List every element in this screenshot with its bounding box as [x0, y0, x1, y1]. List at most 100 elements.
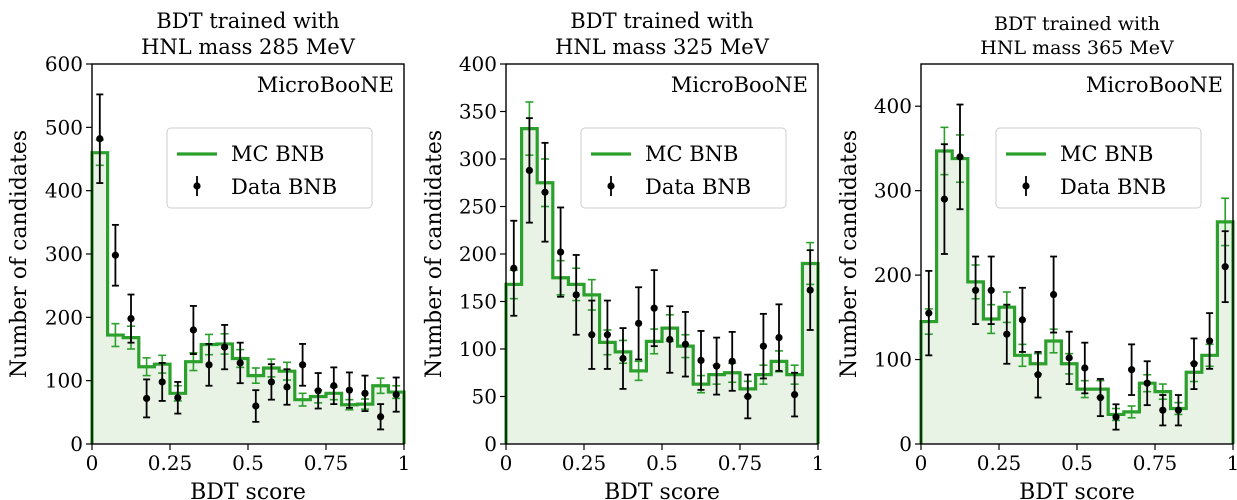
y-tick-label: 0: [899, 432, 912, 456]
data-marker: [96, 135, 104, 143]
chart-title-line: BDT trained with: [994, 13, 1160, 35]
data-point: [1159, 394, 1167, 427]
data-point: [510, 219, 518, 317]
y-tick-label: 200: [459, 242, 497, 266]
data-marker: [713, 362, 721, 370]
data-point: [392, 376, 400, 413]
x-tick-label: 0.25: [148, 451, 193, 475]
data-point: [557, 206, 565, 298]
data-marker: [221, 343, 229, 351]
data-point: [1128, 343, 1136, 396]
data-marker: [775, 334, 783, 342]
data-point: [713, 336, 721, 396]
y-tick-label: 500: [45, 115, 83, 139]
y-tick-label: 200: [874, 263, 912, 287]
data-point: [666, 305, 674, 374]
data-point: [775, 303, 783, 372]
legend: MC BNB Data BNB: [995, 127, 1202, 209]
data-marker: [1050, 290, 1058, 299]
data-point: [111, 223, 119, 287]
data-marker: [541, 188, 549, 196]
data-point: [650, 269, 658, 348]
y-tick-label: 150: [459, 290, 497, 314]
data-marker: [666, 335, 674, 344]
data-point: [330, 366, 338, 406]
data-point: [267, 363, 275, 401]
x-tick-label: 1: [812, 451, 825, 475]
data-marker: [1096, 393, 1104, 402]
data-marker: [361, 389, 369, 397]
data-point: [635, 286, 643, 361]
chart-title-line: BDT trained with: [156, 9, 339, 33]
data-marker: [158, 378, 166, 386]
data-point: [619, 327, 627, 390]
data-marker: [1018, 316, 1026, 324]
data-marker: [987, 286, 995, 294]
data-marker: [791, 391, 799, 399]
data-marker: [1128, 366, 1136, 374]
data-point: [236, 341, 244, 385]
data-point: [189, 305, 197, 355]
data-point: [588, 299, 596, 370]
legend-data-marker: [193, 182, 201, 190]
y-tick-label: 0: [484, 432, 497, 456]
y-axis-label: Number of candidates: [837, 130, 862, 378]
x-tick-label: 0.5: [232, 451, 264, 475]
data-point: [377, 403, 385, 431]
x-axis-label: BDT score: [1019, 480, 1135, 500]
legend: MC BNB Data BNB: [166, 127, 373, 209]
x-tick-label: 1: [1227, 451, 1237, 475]
data-marker: [377, 413, 385, 421]
y-tick-label: 300: [459, 147, 497, 171]
data-marker: [1143, 379, 1151, 387]
data-point: [956, 103, 964, 211]
data-point: [1190, 337, 1198, 391]
data-point: [1221, 230, 1229, 304]
x-tick-label: 0.5: [1061, 451, 1093, 475]
data-point: [283, 368, 291, 406]
data-point: [572, 254, 580, 336]
data-marker: [925, 309, 933, 317]
data-point: [759, 312, 768, 380]
data-point: [1065, 330, 1073, 385]
data-point: [127, 293, 135, 344]
y-tick-label: 350: [459, 100, 497, 124]
microboone-label: MicroBooNE: [1086, 73, 1223, 97]
data-marker: [650, 304, 658, 312]
y-tick-label: 100: [459, 337, 497, 361]
data-marker: [972, 286, 980, 294]
data-marker: [189, 326, 197, 334]
data-marker: [111, 251, 119, 259]
legend-data-label: Data BNB: [231, 175, 337, 199]
data-marker: [1190, 360, 1198, 368]
data-marker: [1003, 330, 1011, 338]
data-marker: [345, 386, 353, 394]
mc-histogram-fill: [506, 128, 818, 444]
data-marker: [681, 340, 690, 348]
legend-mc-label: MC BNB: [645, 142, 739, 166]
y-tick-label: 300: [45, 242, 83, 266]
data-marker: [1206, 337, 1214, 345]
x-tick-label: 1: [398, 451, 411, 475]
data-marker: [744, 392, 752, 401]
y-tick-label: 400: [459, 52, 497, 76]
data-point: [603, 299, 612, 370]
data-marker: [299, 361, 307, 369]
data-marker: [806, 286, 814, 294]
legend: MC BNB Data BNB: [580, 127, 787, 209]
data-marker: [557, 248, 565, 256]
chart-title-line: BDT trained with: [570, 9, 753, 33]
y-tick-label: 400: [874, 94, 912, 118]
data-marker: [330, 382, 338, 390]
y-tick-label: 250: [459, 195, 497, 219]
data-point: [1034, 351, 1042, 399]
data-marker: [1034, 371, 1042, 379]
data-marker: [174, 394, 182, 402]
legend-mc-label: MC BNB: [1060, 142, 1154, 166]
data-point: [1096, 378, 1104, 418]
data-marker: [525, 166, 534, 174]
data-point: [174, 381, 182, 415]
data-point: [940, 143, 949, 255]
